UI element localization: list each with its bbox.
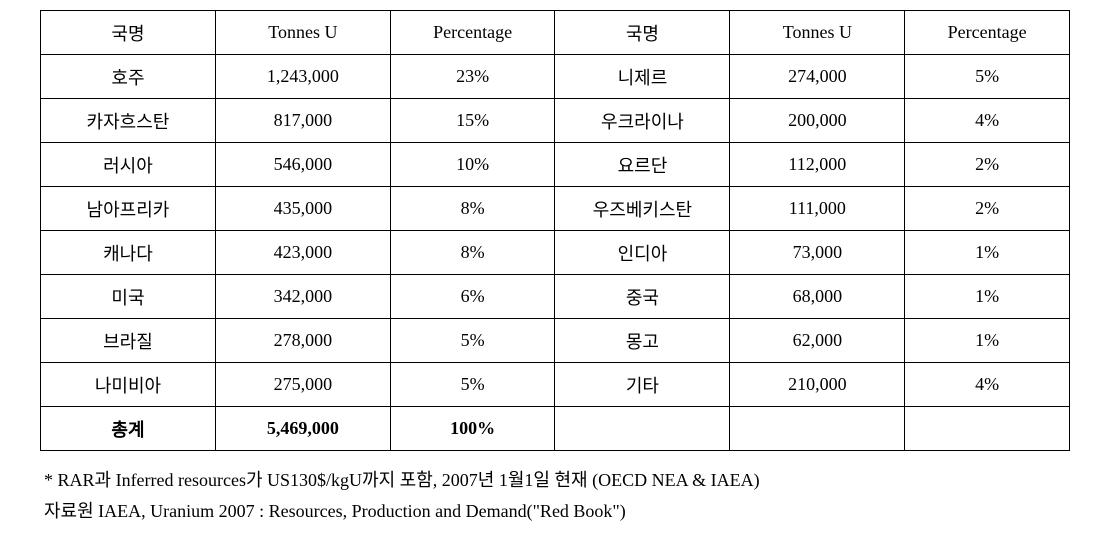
- cell-percentage: 5%: [905, 55, 1070, 99]
- cell-country: 요르단: [555, 143, 730, 187]
- cell-percentage: 4%: [905, 99, 1070, 143]
- cell-tonnes: 278,000: [215, 319, 390, 363]
- cell-country: 남아프리카: [41, 187, 216, 231]
- cell-tonnes: 73,000: [730, 231, 905, 275]
- cell-country: 러시아: [41, 143, 216, 187]
- header-percentage-left: Percentage: [390, 11, 555, 55]
- uranium-table-wrapper: 국명 Tonnes U Percentage 국명 Tonnes U Perce…: [40, 10, 1070, 451]
- cell-country: 중국: [555, 275, 730, 319]
- uranium-resources-table: 국명 Tonnes U Percentage 국명 Tonnes U Perce…: [40, 10, 1070, 451]
- table-row: 남아프리카 435,000 8% 우즈베키스탄 111,000 2%: [41, 187, 1070, 231]
- cell-tonnes: 423,000: [215, 231, 390, 275]
- cell-percentage: 8%: [390, 187, 555, 231]
- footnote: * RAR과 Inferred resources가 US130$/kgU까지 …: [40, 465, 1070, 526]
- cell-total-label: 총계: [41, 407, 216, 451]
- cell-tonnes: 342,000: [215, 275, 390, 319]
- cell-percentage: 4%: [905, 363, 1070, 407]
- cell-country: 나미비아: [41, 363, 216, 407]
- table-row: 브라질 278,000 5% 몽고 62,000 1%: [41, 319, 1070, 363]
- cell-tonnes: 210,000: [730, 363, 905, 407]
- cell-tonnes: 111,000: [730, 187, 905, 231]
- cell-country: 우즈베키스탄: [555, 187, 730, 231]
- table-total-row: 총계 5,469,000 100%: [41, 407, 1070, 451]
- cell-country: 우크라이나: [555, 99, 730, 143]
- cell-percentage: 6%: [390, 275, 555, 319]
- cell-percentage: 10%: [390, 143, 555, 187]
- cell-country: 기타: [555, 363, 730, 407]
- cell-tonnes: 275,000: [215, 363, 390, 407]
- table-row: 러시아 546,000 10% 요르단 112,000 2%: [41, 143, 1070, 187]
- cell-country: 카자흐스탄: [41, 99, 216, 143]
- cell-tonnes: 546,000: [215, 143, 390, 187]
- footnote-line-2: 자료원 IAEA, Uranium 2007 : Resources, Prod…: [44, 496, 1070, 527]
- cell-percentage: 2%: [905, 143, 1070, 187]
- cell-percentage: 1%: [905, 319, 1070, 363]
- cell-country: 캐나다: [41, 231, 216, 275]
- cell-percentage: 15%: [390, 99, 555, 143]
- cell-country: 미국: [41, 275, 216, 319]
- cell-tonnes: 68,000: [730, 275, 905, 319]
- cell-percentage: 1%: [905, 231, 1070, 275]
- table-row: 미국 342,000 6% 중국 68,000 1%: [41, 275, 1070, 319]
- table-row: 호주 1,243,000 23% 니제르 274,000 5%: [41, 55, 1070, 99]
- header-country-left: 국명: [41, 11, 216, 55]
- cell-empty: [730, 407, 905, 451]
- table-row: 카자흐스탄 817,000 15% 우크라이나 200,000 4%: [41, 99, 1070, 143]
- header-country-right: 국명: [555, 11, 730, 55]
- cell-percentage: 1%: [905, 275, 1070, 319]
- header-tonnes-right: Tonnes U: [730, 11, 905, 55]
- cell-tonnes: 200,000: [730, 99, 905, 143]
- cell-percentage: 5%: [390, 319, 555, 363]
- cell-total-percentage: 100%: [390, 407, 555, 451]
- table-row: 캐나다 423,000 8% 인디아 73,000 1%: [41, 231, 1070, 275]
- cell-tonnes: 1,243,000: [215, 55, 390, 99]
- cell-percentage: 23%: [390, 55, 555, 99]
- cell-percentage: 8%: [390, 231, 555, 275]
- cell-country: 브라질: [41, 319, 216, 363]
- footnote-line-1: * RAR과 Inferred resources가 US130$/kgU까지 …: [44, 465, 1070, 496]
- cell-empty: [905, 407, 1070, 451]
- cell-tonnes: 62,000: [730, 319, 905, 363]
- cell-percentage: 2%: [905, 187, 1070, 231]
- cell-tonnes: 817,000: [215, 99, 390, 143]
- cell-tonnes: 112,000: [730, 143, 905, 187]
- header-tonnes-left: Tonnes U: [215, 11, 390, 55]
- table-row: 나미비아 275,000 5% 기타 210,000 4%: [41, 363, 1070, 407]
- cell-country: 인디아: [555, 231, 730, 275]
- header-percentage-right: Percentage: [905, 11, 1070, 55]
- cell-percentage: 5%: [390, 363, 555, 407]
- cell-country: 니제르: [555, 55, 730, 99]
- cell-country: 호주: [41, 55, 216, 99]
- table-header-row: 국명 Tonnes U Percentage 국명 Tonnes U Perce…: [41, 11, 1070, 55]
- cell-country: 몽고: [555, 319, 730, 363]
- cell-empty: [555, 407, 730, 451]
- cell-tonnes: 274,000: [730, 55, 905, 99]
- cell-total-tonnes: 5,469,000: [215, 407, 390, 451]
- cell-tonnes: 435,000: [215, 187, 390, 231]
